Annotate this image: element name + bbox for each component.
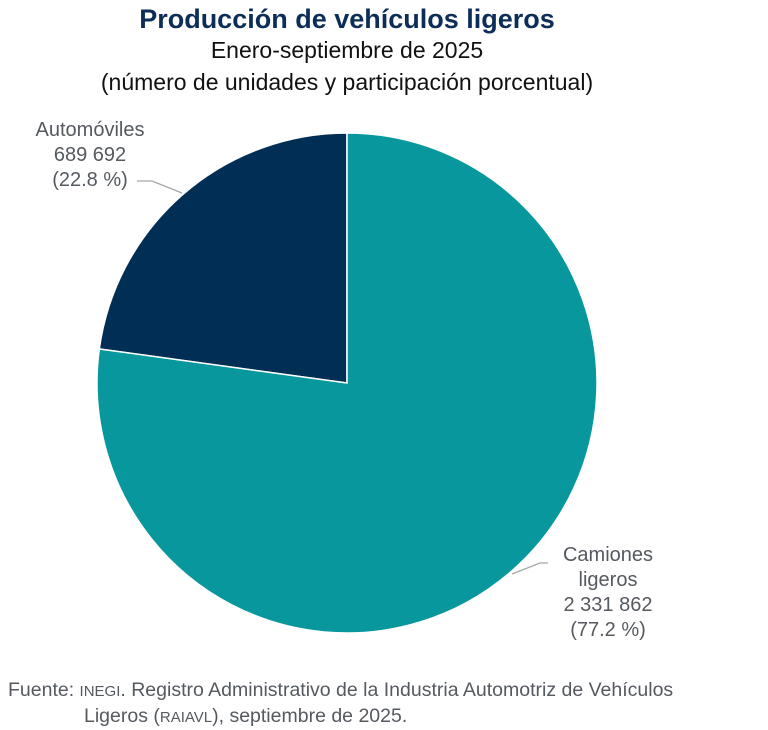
data-label-automoviles: Automóviles 689 692 (22.8 %) xyxy=(30,118,150,193)
chart-subtitle-units: (número de unidades y participación porc… xyxy=(100,69,594,95)
data-label-camiones: Camiones ligeros 2 331 862 (77.2 %) xyxy=(548,543,668,643)
label-name-2: ligeros xyxy=(578,569,638,591)
label-value: 2 331 862 xyxy=(563,594,653,616)
label-name-1: Camiones xyxy=(562,544,654,566)
footer-prefix: Fuente: xyxy=(8,679,80,701)
chart-subtitle: Enero-septiembre de 2025 xyxy=(210,37,484,63)
footer-org: INEGI xyxy=(79,683,121,700)
label-percent: (77.2 %) xyxy=(570,619,646,641)
leader-line-camiones xyxy=(511,562,548,575)
label-name: Automóviles xyxy=(35,119,145,141)
footer-text2b: ), septiembre de 2025. xyxy=(212,705,408,727)
leader-line-automoviles xyxy=(137,180,183,194)
pie-slice-automoviles xyxy=(98,132,348,384)
source-note: Fuente: INEGI. Registro Administrativo d… xyxy=(8,678,673,730)
footer-text1: . Registro Administrativo de la Industri… xyxy=(120,679,674,701)
label-value: 689 692 xyxy=(53,144,127,166)
chart-title: Producción de vehículos ligeros xyxy=(139,4,555,34)
label-percent: (22.8 %) xyxy=(52,169,128,191)
footer-text2a: Ligeros ( xyxy=(84,705,160,727)
footer-abbr: RAIAVL xyxy=(159,709,213,726)
pie-slice-camiones-ligeros xyxy=(96,132,598,634)
